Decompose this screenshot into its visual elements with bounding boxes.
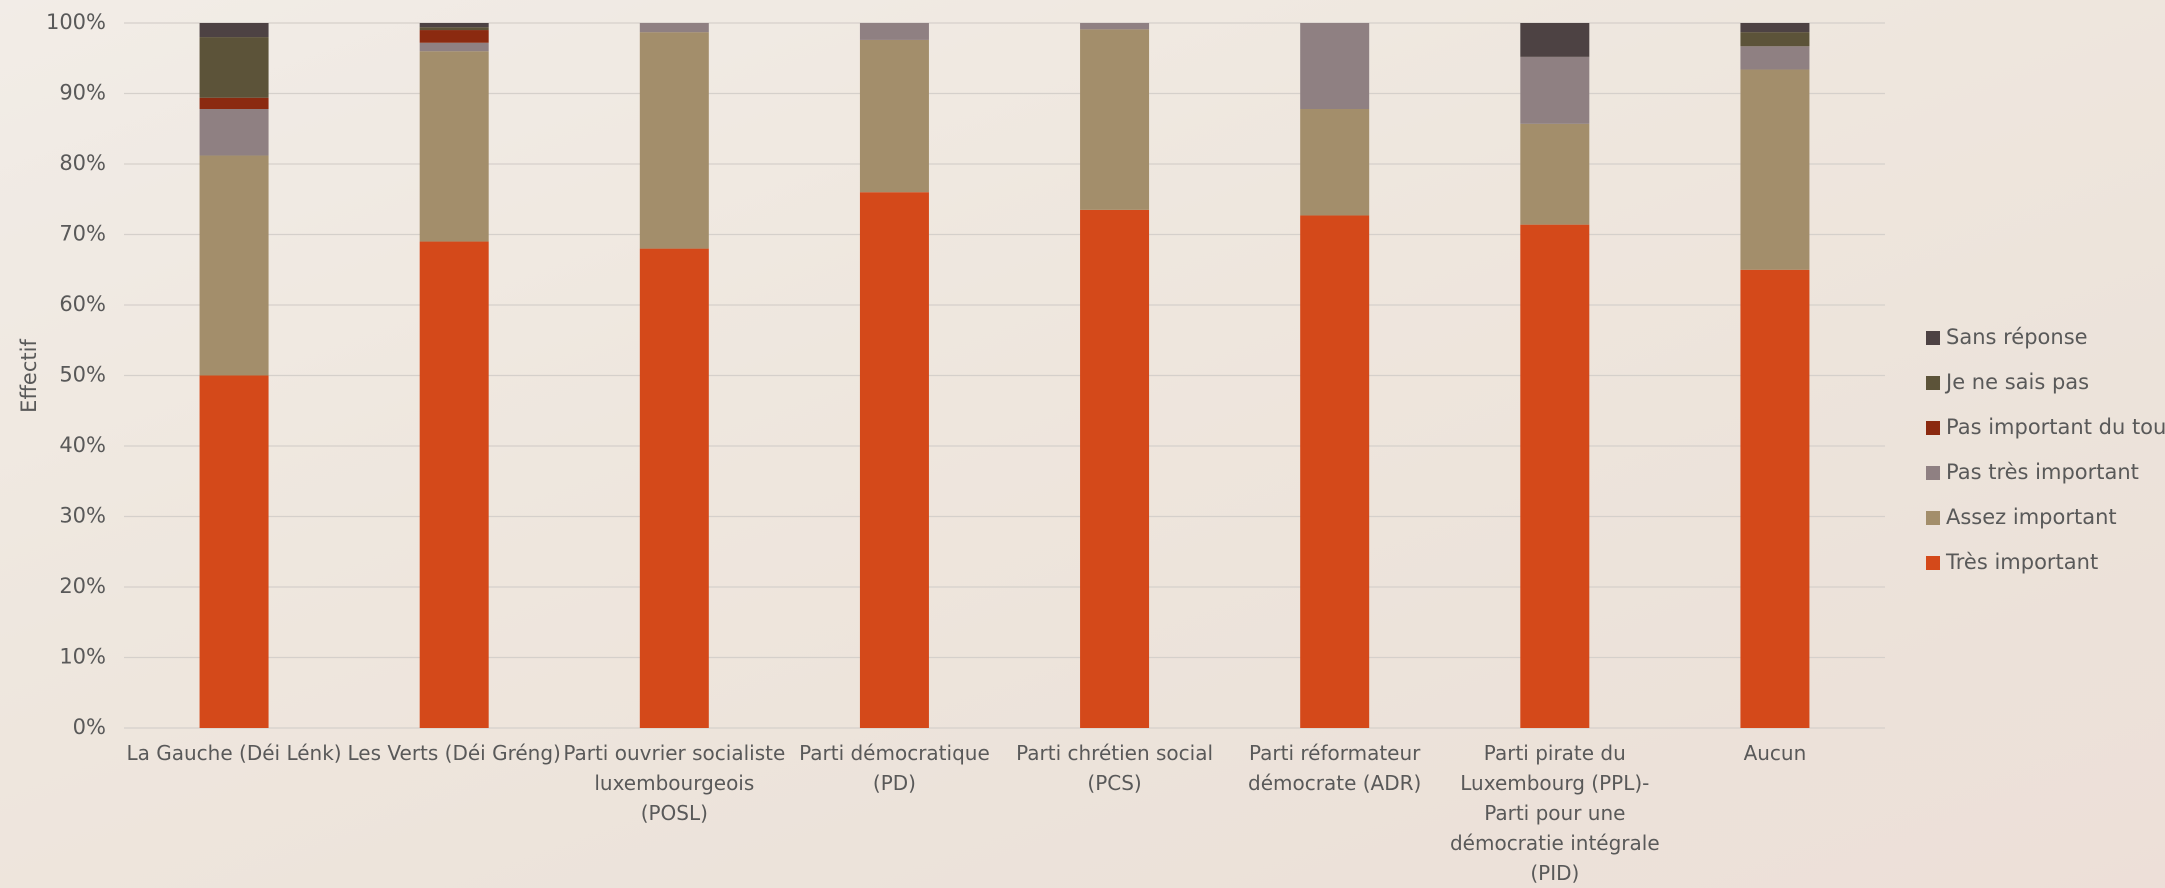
x-tick-label: Les Verts (Déi Gréng)	[347, 741, 561, 765]
bar-segment	[1300, 23, 1370, 110]
bar-segment	[859, 192, 929, 728]
y-tick-label: 100%	[46, 10, 106, 34]
bar-segment	[419, 30, 489, 43]
bar-segment	[1740, 32, 1810, 47]
bar-segment	[419, 23, 489, 28]
bar-segment	[199, 109, 269, 156]
legend-swatch	[1926, 376, 1940, 390]
y-tick-label: 50%	[59, 363, 106, 387]
bar-segment	[199, 155, 269, 376]
x-tick-label: Aucun	[1743, 741, 1807, 765]
y-tick-label: 80%	[59, 151, 106, 175]
bar-segment	[1740, 23, 1810, 33]
x-tick-label: Parti ouvrier socialiste luxembourgeois …	[563, 741, 786, 825]
bar-segment	[1080, 29, 1150, 210]
bar-segment	[419, 241, 489, 729]
bar-segment	[1740, 46, 1810, 70]
y-tick-label: 70%	[59, 222, 106, 246]
y-tick-label: 0%	[73, 715, 106, 739]
bar-segment	[1740, 269, 1810, 728]
bar-segment	[419, 42, 489, 52]
y-tick-label: 20%	[59, 574, 106, 598]
x-tick-label: La Gauche (Déi Lénk)	[126, 741, 342, 765]
bar-segment	[199, 23, 269, 38]
legend-swatch	[1926, 556, 1940, 570]
bar-segment	[859, 23, 929, 40]
bar-segment	[859, 39, 929, 193]
legend-swatch	[1926, 421, 1940, 435]
bar-segment	[419, 27, 489, 31]
bar-segment	[1520, 23, 1590, 57]
x-tick-label: Parti pirate du Luxembourg (PPL)- Parti …	[1449, 741, 1660, 885]
x-tick-label: Parti réformateur démocrate (ADR)	[1248, 741, 1422, 795]
bar-segment	[1740, 69, 1810, 270]
bar-segment	[1300, 215, 1370, 729]
legend-swatch	[1926, 511, 1940, 525]
y-tick-label: 40%	[59, 433, 106, 457]
bar-segment	[199, 97, 269, 110]
legend-label: Je ne sais pas	[1944, 370, 2089, 394]
legend-label: Très important	[1945, 550, 2098, 574]
legend-swatch	[1926, 466, 1940, 480]
bar-segment	[639, 23, 709, 33]
y-tick-label: 90%	[59, 81, 106, 105]
legend-swatch	[1926, 331, 1940, 345]
legend-label: Assez important	[1946, 505, 2117, 529]
legend-label: Pas important du tout	[1946, 415, 2165, 439]
x-tick-label: Parti chrétien social (PCS)	[1016, 741, 1214, 795]
bar-segment	[1300, 109, 1370, 216]
bar-segment	[419, 51, 489, 242]
legend-label: Sans réponse	[1946, 325, 2088, 349]
y-tick-label: 30%	[59, 504, 106, 528]
bar-segment	[1520, 224, 1590, 728]
bar-segment	[199, 375, 269, 728]
legend-label: Pas très important	[1946, 460, 2139, 484]
x-tick-label: Parti démocratique (PD)	[799, 741, 990, 795]
bar-segment	[1080, 23, 1150, 30]
bar-segment	[1520, 123, 1590, 225]
bar-segment	[639, 248, 709, 728]
y-tick-label: 10%	[59, 645, 106, 669]
bar-segment	[199, 37, 269, 98]
bar-segment	[1520, 56, 1590, 124]
y-axis-title: Effectif	[17, 339, 41, 413]
bar-segment	[1080, 209, 1150, 728]
y-tick-label: 60%	[59, 292, 106, 316]
bar-segment	[639, 32, 709, 249]
